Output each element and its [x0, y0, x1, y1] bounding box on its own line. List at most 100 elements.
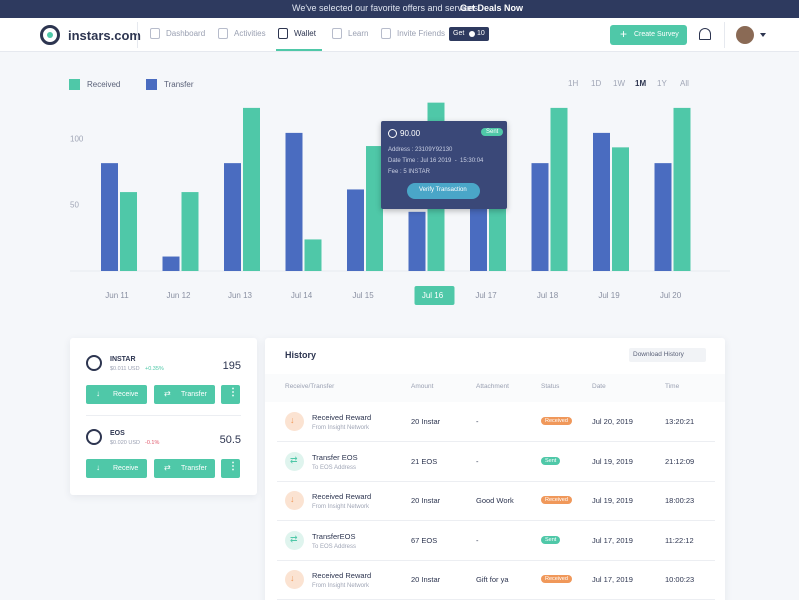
history-panel: History Download History Receive/Transfer A…: [265, 338, 725, 600]
row-amount: 20 Instar: [411, 496, 441, 505]
nav-icon: [332, 28, 342, 39]
row-icon: ↓: [285, 491, 304, 510]
x-tick-label: Jul 17: [475, 291, 497, 300]
row-title: Received Reward: [312, 571, 372, 580]
legend-label: Transfer: [164, 80, 194, 89]
brand: instars.com: [68, 28, 141, 43]
legend-swatch: [69, 79, 80, 90]
column-header: Time: [665, 383, 680, 390]
row-glyph: ⇄: [290, 454, 298, 465]
download-button[interactable]: Download History: [629, 348, 706, 362]
more-button[interactable]: ⋮: [221, 459, 240, 478]
legend-swatch: [146, 79, 157, 90]
row-icon: ↓: [285, 570, 304, 589]
button-icon: ↓: [96, 463, 100, 472]
legend-label: Received: [87, 80, 120, 89]
row-time: 11:22:12: [665, 535, 694, 545]
coin-price: $0.011 USD: [110, 366, 140, 372]
get-coin: [469, 31, 475, 37]
range-option[interactable]: 1H: [568, 79, 578, 88]
history-title: History: [285, 350, 317, 360]
get-badge[interactable]: Get 10: [449, 27, 489, 41]
button-label: Receive: [113, 391, 139, 398]
row-separator: [277, 480, 715, 482]
range-option[interactable]: 1W: [613, 79, 625, 88]
cta-label: Create Survey: [634, 31, 679, 38]
action-button[interactable]: ⇄ Transfer: [154, 385, 215, 404]
action-button[interactable]: ⇄ Transfer: [154, 459, 215, 478]
row-subtitle: From Insight Network: [312, 425, 370, 431]
x-tick-label: Jul 14: [291, 291, 313, 300]
bell-icon[interactable]: [699, 28, 711, 40]
x-tick-label: Jul 16: [422, 291, 444, 300]
get-label: Get: [453, 30, 465, 37]
wallet-card: INSTAR $0.011 USD +0.35% 195 ↓ Receive ⇄ Transf…: [70, 338, 257, 495]
coin-name: INSTAR: [110, 356, 136, 363]
row-glyph: ↓: [290, 494, 295, 504]
column-header: Receive/Transfer: [285, 383, 335, 390]
action-button[interactable]: ↓ Receive: [86, 459, 147, 478]
divider: [137, 22, 138, 48]
row-time: 10:00:23: [665, 575, 695, 584]
nav-icon: [218, 28, 228, 39]
nav-item[interactable]: Invite Friends: [397, 29, 446, 38]
row-separator: [277, 559, 715, 561]
nav-item[interactable]: Dashboard: [166, 29, 206, 38]
range-option[interactable]: 1Y: [657, 79, 667, 88]
verify-label: Verify Transaction: [419, 187, 467, 193]
nav-bar: instars.com Dashboard Activities Wallet Lear…: [0, 18, 799, 52]
row-glyph: ⇄: [290, 533, 298, 544]
row-time: 13:20:21: [665, 417, 695, 426]
button-label: Transfer: [181, 465, 207, 472]
nav-icon: [278, 28, 288, 39]
nav-item[interactable]: Learn: [348, 29, 369, 38]
button-icon: ⇄: [164, 389, 171, 398]
range-option[interactable]: All: [680, 79, 689, 88]
row-subtitle: To EOS Address: [312, 464, 357, 471]
range-option[interactable]: 1M: [635, 79, 646, 88]
nav-item[interactable]: Activities: [234, 29, 266, 38]
nav-icon: [150, 28, 160, 39]
bar: [550, 107, 568, 271]
bar: [101, 163, 118, 271]
nav-item[interactable]: Wallet: [294, 29, 316, 38]
button-icon: ↓: [96, 389, 100, 398]
action-button[interactable]: ↓ Receive: [86, 385, 147, 404]
column-header: Amount: [411, 383, 434, 390]
x-tick-label: Jun 13: [228, 291, 253, 300]
row-separator: [277, 520, 715, 521]
row-attachment: -: [476, 535, 479, 545]
coin-balance: 50.5: [219, 434, 241, 446]
plus-icon: +: [620, 27, 628, 41]
row-icon: ⇄: [285, 530, 304, 550]
button-icon: ⇄: [164, 463, 171, 472]
row-glyph: ↓: [290, 573, 295, 583]
coin-change: -0.1%: [145, 440, 160, 446]
row-status: Received: [541, 496, 572, 504]
banner-link[interactable]: Get Deals Now: [460, 3, 524, 13]
tooltip-address: Address : 23109Y92130: [388, 147, 453, 153]
verify-button[interactable]: Verify Transaction: [407, 183, 480, 199]
bar: [531, 163, 549, 271]
row-amount: 67 EOS: [411, 535, 438, 545]
avatar[interactable]: [736, 26, 754, 44]
row-status: Received: [541, 575, 572, 583]
separator: [86, 415, 241, 416]
column-header: Attachment: [476, 383, 509, 390]
more-button[interactable]: ⋮: [221, 385, 240, 404]
row-time: 21:12:09: [665, 456, 695, 466]
coin-icon: [388, 129, 397, 138]
row-amount: 20 Instar: [411, 575, 441, 584]
x-tick-label: Jun 11: [105, 291, 129, 300]
create-survey-button[interactable]: + Create Survey: [610, 25, 687, 45]
range-option[interactable]: 1D: [591, 79, 601, 88]
banner-text: We've selected our favorite offers and s…: [292, 3, 481, 13]
coin-price: $0.020 USD: [110, 440, 140, 446]
bar: [120, 192, 137, 271]
bar: [408, 211, 426, 271]
more-icon: ⋮: [228, 461, 238, 472]
download-label: Download History: [633, 351, 684, 358]
row-title: Received Reward: [312, 413, 372, 422]
row-title: Received Reward: [312, 492, 372, 501]
bar: [347, 189, 364, 271]
